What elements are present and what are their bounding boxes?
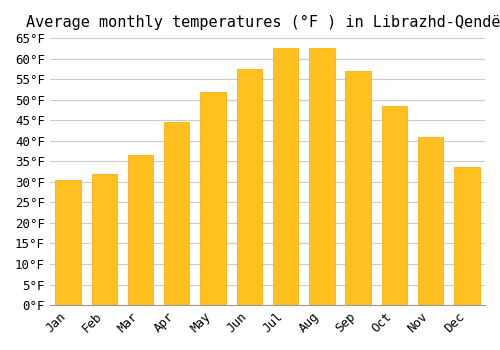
Bar: [164, 122, 190, 305]
Bar: [236, 69, 262, 305]
Title: Average monthly temperatures (°F ) in Librazhd-Qendër: Average monthly temperatures (°F ) in Li…: [26, 15, 500, 30]
Bar: [454, 168, 479, 305]
Bar: [346, 71, 371, 305]
Bar: [382, 106, 407, 305]
Bar: [418, 137, 444, 305]
Bar: [309, 48, 334, 305]
Bar: [92, 174, 117, 305]
Bar: [273, 48, 298, 305]
Bar: [56, 180, 80, 305]
Bar: [200, 91, 226, 305]
Bar: [128, 155, 153, 305]
